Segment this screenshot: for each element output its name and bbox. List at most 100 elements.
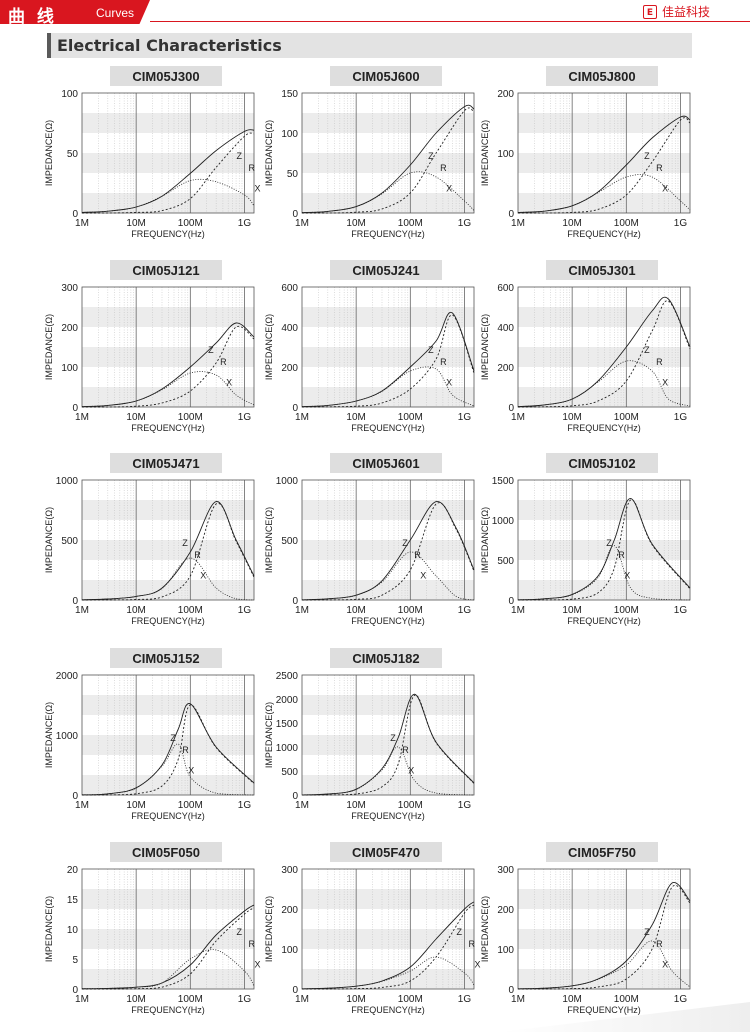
grid-band: [518, 347, 690, 367]
y-tick-label: 1500: [492, 476, 515, 487]
y-tick-label: 100: [497, 945, 514, 956]
x-tick-label: 10M: [346, 994, 365, 1005]
grid-band: [518, 969, 690, 989]
chart-cim05f470: CIM05F470 0 100 200 300 1M 10M 100M 1G FREQUENCY(…: [264, 842, 481, 1015]
x-axis-label: FREQUENCY(Hz): [131, 1005, 205, 1015]
y-axis-label: IMPEDANCE(Ω): [480, 314, 490, 380]
series-label-r: R: [656, 939, 663, 949]
series-label-z: Z: [644, 927, 650, 937]
chart-cim05j600: CIM05J600 0 50 100 150 1M 10M 100M 1G FREQUENCY(H…: [264, 66, 475, 239]
y-axis-label: IMPEDANCE(Ω): [44, 120, 54, 186]
plot-frame: [517, 868, 691, 990]
y-tick-label: 0: [72, 209, 78, 220]
header-band: [0, 0, 150, 24]
grid-band: [302, 580, 474, 600]
series-label-z: Z: [208, 345, 214, 355]
series-label-r: R: [440, 163, 447, 173]
series-label-r: R: [182, 745, 189, 755]
section-title: Electrical Characteristics: [57, 36, 282, 55]
grid-band: [82, 347, 254, 367]
y-tick-label: 100: [497, 149, 514, 160]
chart-cim05j121: CIM05J121 0 100 200 300 1M 10M 100M 1G FREQUENCY(…: [44, 260, 255, 433]
chart-title-box: [110, 66, 222, 86]
series-r-line: [82, 132, 255, 214]
chart-title: CIM05F050: [132, 845, 200, 860]
y-tick-label: 0: [292, 403, 298, 414]
series-r-line: [301, 502, 475, 601]
chart-cim05j301: CIM05J301 0 200 400 600 1M 10M 100M 1G FREQUENCY(…: [480, 260, 691, 433]
series-x-line: [81, 743, 255, 796]
series-x-line: [517, 940, 691, 990]
x-tick-label: 10M: [126, 605, 145, 616]
y-tick-label: 200: [497, 89, 514, 100]
chart-title: CIM05F750: [568, 845, 636, 860]
y-tick-label: 600: [281, 283, 298, 294]
chart-cim05j471: CIM05J471 0 500 1000 1M 10M 100M 1G FREQUENCY(Hz…: [44, 453, 255, 626]
x-tick-label: 1M: [75, 412, 89, 423]
x-tick-label: 10M: [346, 412, 365, 423]
x-axis-label: FREQUENCY(Hz): [567, 1005, 641, 1015]
chart-title: CIM05J300: [132, 69, 199, 84]
x-tick-label: 10M: [126, 994, 145, 1005]
grid-band: [518, 153, 690, 173]
y-tick-label: 500: [281, 536, 298, 547]
y-tick-label: 200: [497, 363, 514, 374]
series-x-line: [517, 545, 691, 601]
grid-band: [82, 580, 254, 600]
series-label-z: Z: [428, 345, 434, 355]
grid-band: [82, 307, 254, 327]
x-tick-label: 1M: [295, 218, 309, 229]
y-tick-label: 500: [497, 556, 514, 567]
x-tick-label: 100M: [178, 605, 203, 616]
grid-band: [302, 193, 474, 213]
y-tick-label: 200: [61, 323, 78, 334]
chart-title: CIM05J301: [568, 263, 635, 278]
grid-band: [518, 580, 690, 600]
series-label-z: Z: [390, 733, 396, 743]
x-tick-label: 100M: [178, 218, 203, 229]
chart-title-box: [546, 842, 658, 862]
chart-title-box: [546, 66, 658, 86]
x-tick-label: 10M: [346, 605, 365, 616]
y-tick-label: 0: [508, 403, 514, 414]
plot-frame: [301, 674, 475, 796]
series-label-x: X: [255, 959, 261, 969]
y-tick-label: 10: [67, 925, 79, 936]
x-tick-label: 100M: [614, 218, 639, 229]
series-label-x: X: [255, 183, 261, 193]
y-tick-label: 500: [281, 767, 298, 778]
chart-title-box: [110, 453, 222, 473]
y-tick-label: 100: [281, 129, 298, 140]
series-label-x: X: [624, 570, 630, 580]
x-axis-label: FREQUENCY(Hz): [351, 616, 425, 626]
series-x-line: [81, 557, 255, 601]
chart-title: CIM05J152: [132, 651, 199, 666]
x-tick-label: 1M: [295, 605, 309, 616]
brand-name: 佳益科技: [661, 5, 710, 19]
y-tick-label: 2500: [276, 671, 299, 682]
series-x-line: [301, 366, 475, 407]
grid-band: [518, 193, 690, 213]
y-tick-label: 0: [508, 985, 514, 996]
y-axis-label: IMPEDANCE(Ω): [480, 507, 490, 573]
series-label-r: R: [249, 163, 256, 173]
chart-title-box: [330, 453, 442, 473]
y-tick-label: 300: [497, 865, 514, 876]
series-label-z: Z: [402, 538, 408, 548]
chart-title-box: [330, 842, 442, 862]
series-label-r: R: [249, 939, 256, 949]
series-r-line: [81, 325, 255, 408]
x-tick-label: 1M: [295, 412, 309, 423]
header-title-en: Curves: [96, 6, 135, 20]
y-tick-label: 200: [281, 905, 298, 916]
chart-cim05j300: CIM05J300 0 50 100 1M 10M 100M 1G FREQUENCY(Hz) I…: [44, 66, 261, 239]
series-label-x: X: [446, 183, 452, 193]
y-tick-label: 200: [281, 363, 298, 374]
x-axis-label: FREQUENCY(Hz): [567, 616, 641, 626]
chart-title: CIM05J182: [352, 651, 419, 666]
series-x-line: [81, 371, 255, 407]
series-label-x: X: [188, 765, 194, 775]
chart-cim05f750: CIM05F750 0 100 200 300 1M 10M 100M 1G FREQUENCY(…: [480, 842, 691, 1015]
x-tick-label: 1G: [674, 412, 688, 423]
series-r-line: [301, 694, 475, 796]
